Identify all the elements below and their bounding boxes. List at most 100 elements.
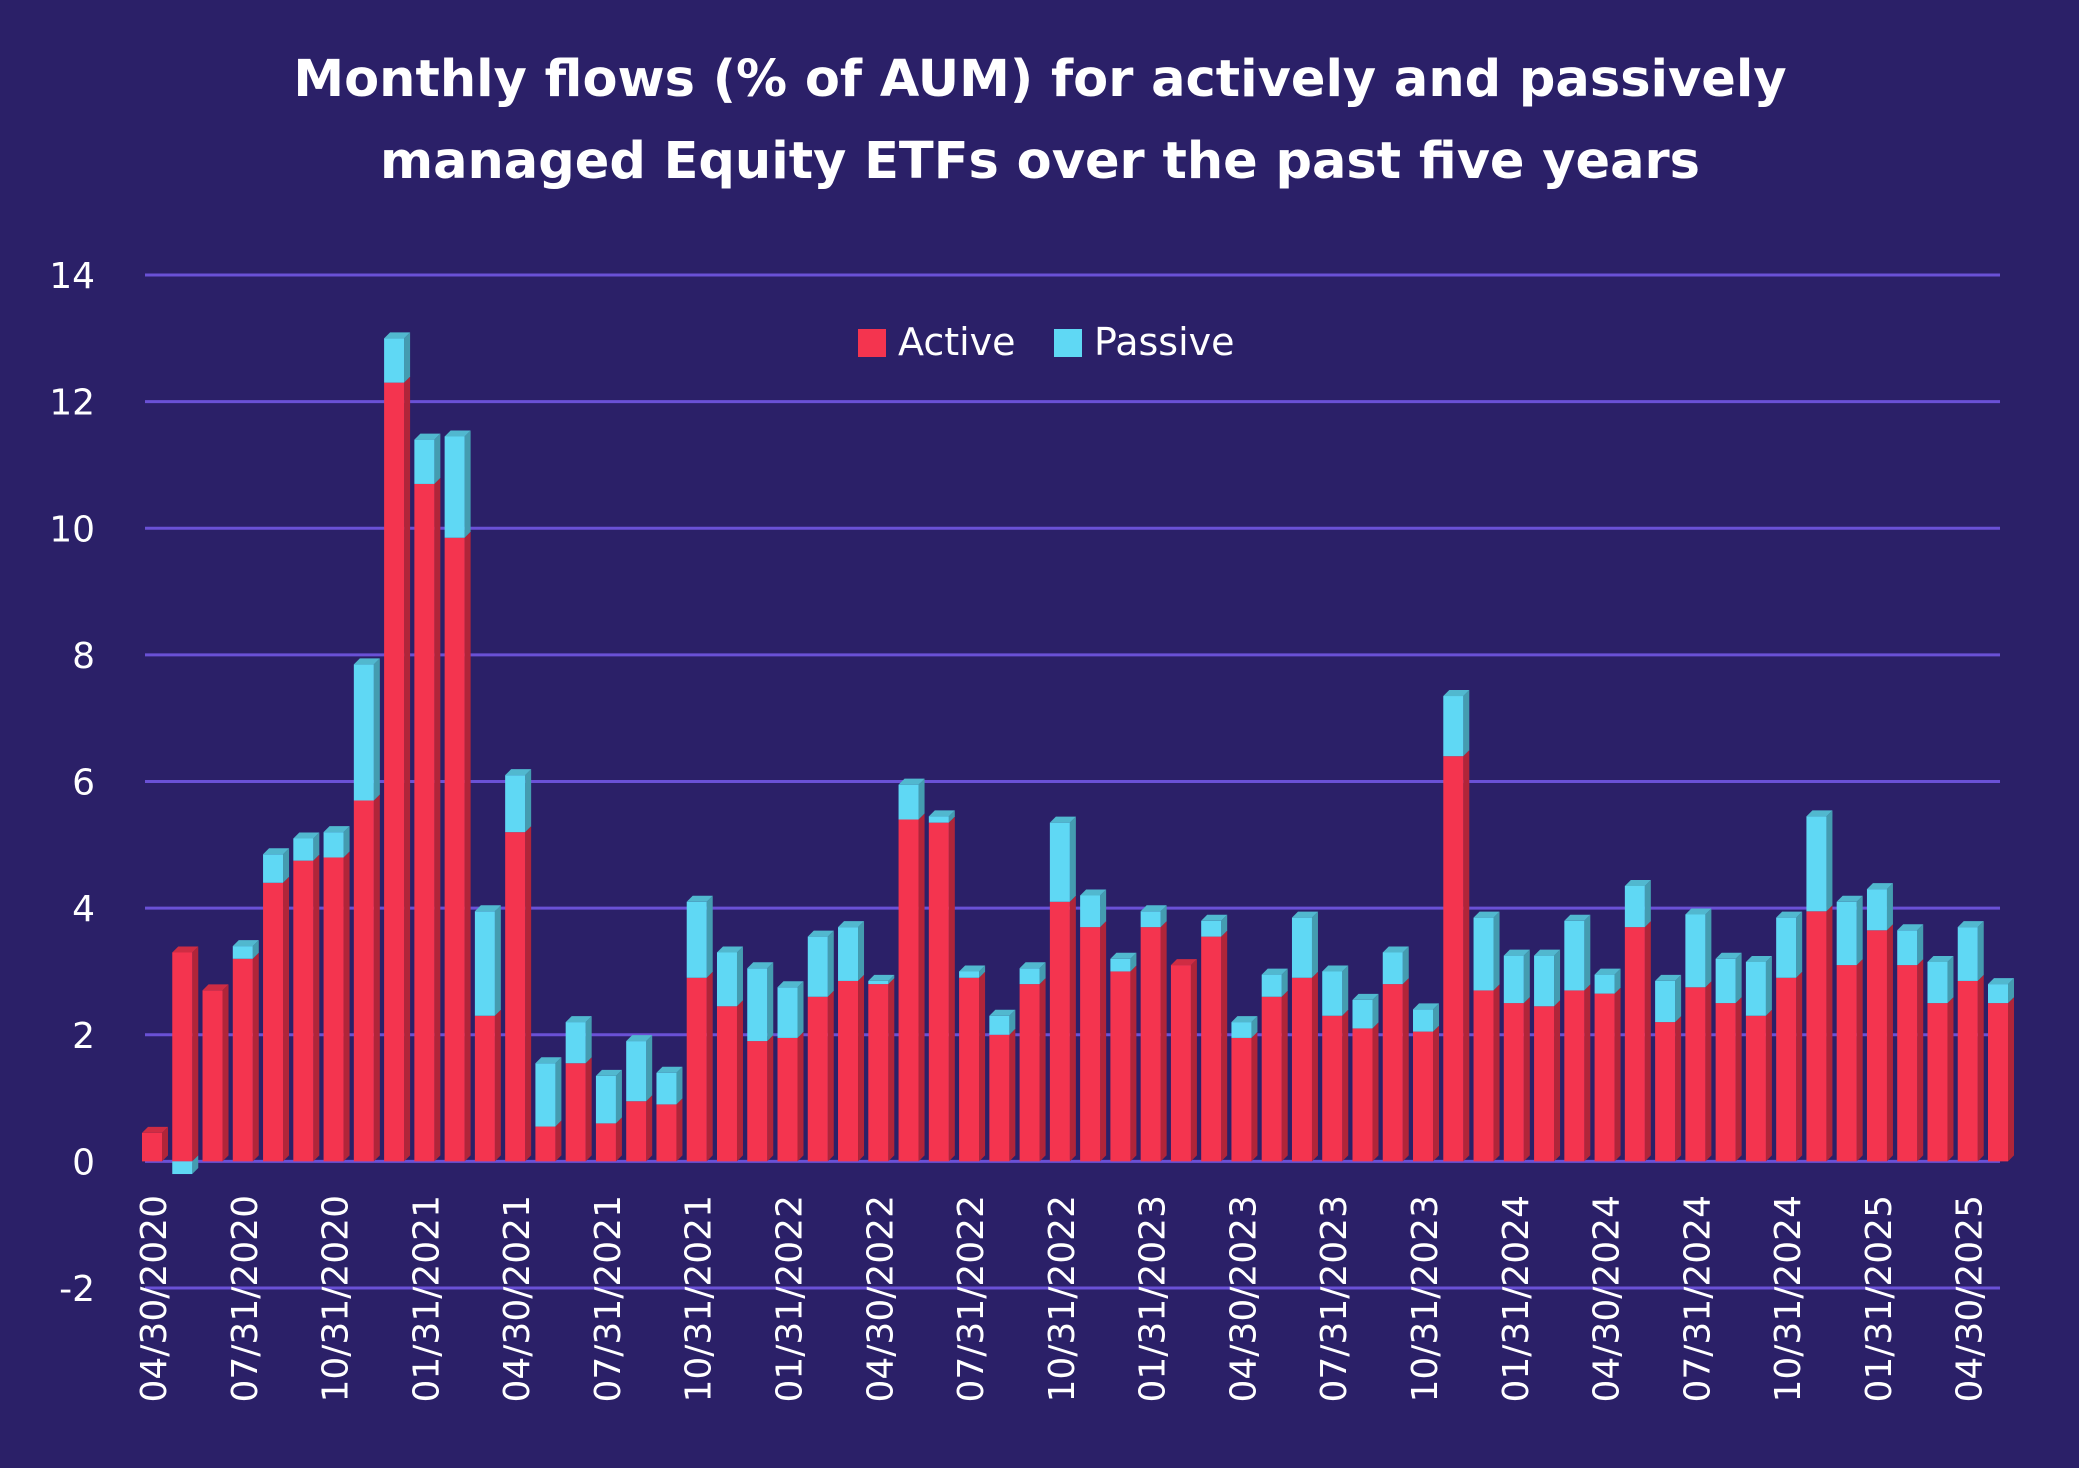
bar-passive-48 xyxy=(1594,968,1621,994)
bar-passive-60-front xyxy=(1957,927,1978,981)
bar-passive-47-top xyxy=(1564,914,1591,921)
x-tick-label: 04/30/2020 xyxy=(134,1195,175,1403)
bar-passive-17-top xyxy=(656,1066,683,1073)
bar-active-15 xyxy=(595,1117,622,1162)
bar-active-47-front xyxy=(1564,990,1585,1162)
bar-active-43 xyxy=(1443,750,1470,1162)
bar-active-0 xyxy=(142,1126,168,1162)
bar-active-28-side xyxy=(1009,1028,1016,1162)
bar-passive-33 xyxy=(1140,905,1167,928)
bar-passive-20-top xyxy=(747,962,774,969)
x-tick-label: 10/31/2021 xyxy=(679,1195,720,1403)
bar-active-52-side xyxy=(1735,997,1742,1162)
bar-passive-54-side xyxy=(1796,911,1803,978)
bar-active-7-side xyxy=(373,794,380,1162)
bar-passive-43-side xyxy=(1463,690,1470,757)
bar-passive-61-top xyxy=(1988,978,2014,985)
bar-passive-1 xyxy=(172,1155,199,1175)
bar-passive-18-front xyxy=(686,901,707,978)
bar-passive-37 xyxy=(1261,968,1288,997)
bar-passive-24 xyxy=(868,974,895,985)
bar-passive-55-front xyxy=(1806,816,1827,912)
bar-active-1-side xyxy=(192,946,199,1162)
bar-passive-32-front xyxy=(1110,958,1131,972)
bar-active-38-front xyxy=(1291,977,1312,1162)
bar-passive-25 xyxy=(898,778,925,820)
bar-active-46-front xyxy=(1534,1006,1555,1162)
bar-passive-5-front xyxy=(293,838,314,861)
bar-passive-55 xyxy=(1806,810,1833,912)
bar-active-18-front xyxy=(686,977,707,1162)
bar-active-13-front xyxy=(535,1126,556,1162)
bar-passive-51-top xyxy=(1685,908,1712,915)
bar-active-16-front xyxy=(626,1101,647,1162)
bar-passive-44-front xyxy=(1473,917,1494,991)
y-tick-label: 14 xyxy=(49,256,95,297)
bar-active-47 xyxy=(1564,984,1591,1162)
bar-passive-37-top xyxy=(1261,968,1288,975)
bar-active-15-front xyxy=(595,1123,616,1162)
bar-passive-56-top xyxy=(1836,895,1863,902)
bar-active-32 xyxy=(1110,965,1137,1162)
bar-passive-23 xyxy=(838,921,865,981)
legend-label-active: Active xyxy=(898,320,1016,364)
bar-passive-16 xyxy=(626,1035,653,1102)
bar-active-25 xyxy=(898,813,925,1162)
bar-passive-11-side xyxy=(494,905,501,1016)
bar-active-20-side xyxy=(767,1035,774,1162)
bar-active-10-front xyxy=(444,537,465,1162)
bar-active-55-front xyxy=(1806,911,1827,1162)
bars xyxy=(142,332,2014,1175)
bar-active-13-side xyxy=(555,1120,562,1162)
bar-passive-6-top xyxy=(323,826,350,833)
bar-active-37 xyxy=(1261,990,1288,1162)
bar-passive-31-top xyxy=(1080,889,1107,896)
bar-active-57-side xyxy=(1886,924,1893,1162)
bar-passive-40 xyxy=(1352,993,1379,1029)
bar-active-52 xyxy=(1715,997,1742,1162)
bar-active-53 xyxy=(1745,1009,1772,1162)
bar-passive-36-front xyxy=(1231,1022,1252,1038)
bar-active-2 xyxy=(202,984,229,1162)
bar-active-49 xyxy=(1624,921,1651,1162)
bar-active-30-side xyxy=(1069,895,1076,1162)
y-tick-label: 10 xyxy=(49,509,95,550)
bar-passive-22-front xyxy=(807,936,828,997)
bar-passive-45-front xyxy=(1503,955,1524,1004)
bar-passive-59-side xyxy=(1947,955,1954,1004)
bar-passive-20-front xyxy=(747,968,768,1042)
y-tick-label: 12 xyxy=(49,383,95,424)
bar-passive-3-top xyxy=(232,940,259,947)
bar-passive-18 xyxy=(686,895,713,978)
x-axis-ticks: 04/30/2020 07/31/2020 10/31/2020 01/31/2021… xyxy=(134,1195,1991,1403)
x-tick-label: 04/30/2024 xyxy=(1587,1195,1628,1403)
bar-passive-9 xyxy=(414,433,441,484)
bar-active-48 xyxy=(1594,987,1621,1162)
bar-active-39-front xyxy=(1322,1015,1343,1162)
bar-passive-59-front xyxy=(1927,961,1948,1004)
bar-active-51-side xyxy=(1705,981,1712,1162)
bar-passive-10-side xyxy=(464,430,471,538)
bar-active-4-side xyxy=(283,876,290,1162)
x-tick-label: 01/31/2022 xyxy=(770,1195,811,1403)
bar-passive-11 xyxy=(474,905,501,1016)
bar-passive-55-side xyxy=(1826,810,1833,912)
bar-passive-27-front xyxy=(959,971,980,978)
bar-active-61-side xyxy=(2008,997,2014,1162)
bar-passive-49 xyxy=(1624,879,1651,928)
bar-active-1-front xyxy=(172,952,193,1162)
bar-passive-26-front xyxy=(928,816,949,823)
bar-passive-14-top xyxy=(565,1016,592,1023)
bar-passive-18-top xyxy=(686,895,713,902)
bar-passive-15 xyxy=(595,1069,622,1124)
bar-active-60-front xyxy=(1957,980,1978,1162)
bar-active-45 xyxy=(1503,997,1530,1162)
bar-active-13 xyxy=(535,1120,562,1162)
bar-active-34-front xyxy=(1170,965,1191,1162)
bar-passive-33-front xyxy=(1140,911,1161,928)
bar-active-6-side xyxy=(343,851,350,1162)
bar-passive-27-side xyxy=(979,965,986,978)
bar-active-29-front xyxy=(1019,984,1040,1162)
bar-active-37-front xyxy=(1261,996,1282,1162)
